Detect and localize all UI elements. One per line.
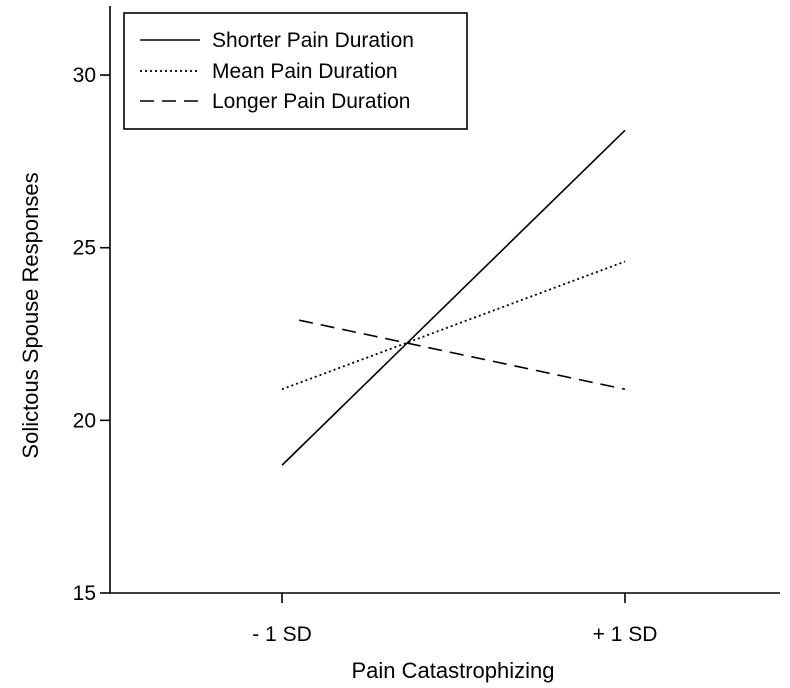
y-tick-label: 15 [73,582,96,605]
series-line-1 [281,129,626,466]
y-tick-label: 20 [73,409,96,432]
y-axis-title: Solictous Spouse Responses [18,172,43,458]
series-line-2 [281,260,626,391]
y-tick-label: 30 [73,64,96,87]
legend-label-3: Longer Pain Duration [212,90,410,113]
y-tick-label: 25 [73,237,96,260]
legend: Shorter Pain Duration Mean Pain Duration L… [123,12,468,130]
series-lines [281,129,626,466]
x-axis-title: Pain Catastrophizing [351,658,554,683]
legend-label-2: Mean Pain Duration [212,60,398,83]
x-axis-ticks: - 1 SD + 1 SD [252,593,657,646]
x-tick-label: + 1 SD [593,623,658,646]
y-axis-ticks: 15 20 25 30 [73,64,110,605]
series-line-3 [298,319,626,391]
legend-label-1: Shorter Pain Duration [212,29,414,52]
axes [109,6,780,594]
x-tick-label: - 1 SD [252,623,312,646]
